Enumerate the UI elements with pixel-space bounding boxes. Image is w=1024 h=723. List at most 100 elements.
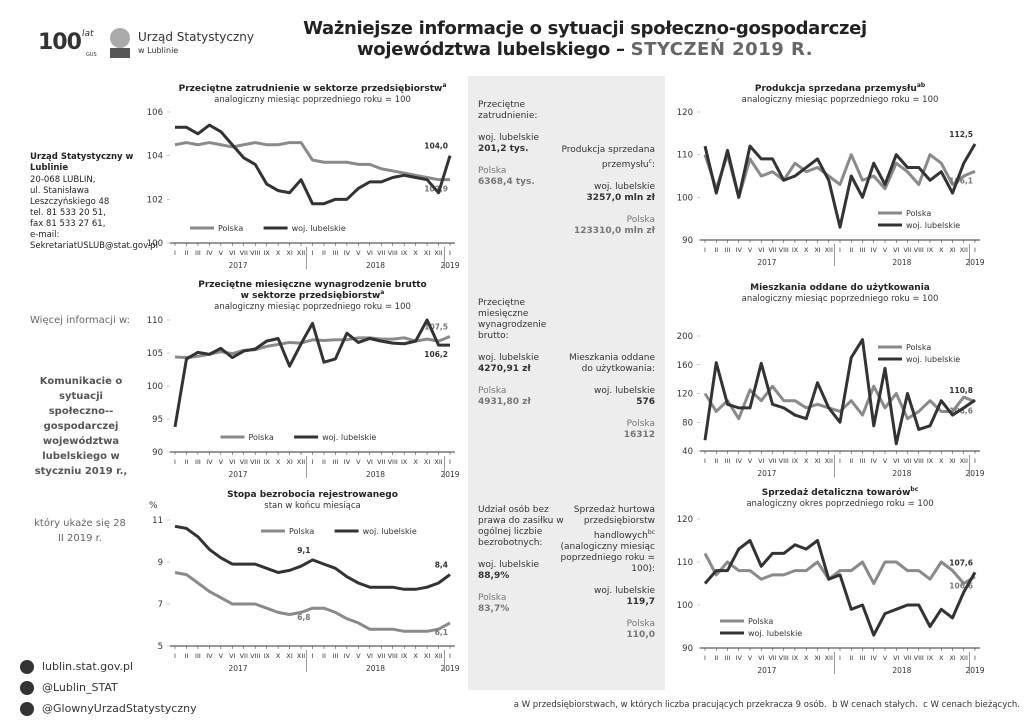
x-tick-label: VIII [388, 458, 398, 466]
year-label: 2017 [757, 258, 776, 267]
x-tick-label: VI [893, 457, 899, 465]
x-tick-label: VIII [914, 457, 924, 465]
x-tick-label: XI [814, 654, 820, 662]
x-tick-label: XII [825, 654, 833, 662]
stat-label-text: Udział osób bez prawa do zasiłku w ogóln… [478, 505, 564, 548]
y-tick-label: 5 [158, 642, 163, 652]
chart-subtitle: analogiczny miesiąc poprzedniego roku = … [742, 294, 939, 304]
x-tick-label: XII [434, 652, 442, 660]
x-tick-label: VII [768, 246, 776, 254]
x-tick-label: VII [377, 458, 385, 466]
link[interactable]: @GlownyUrzadStatystyczny [42, 702, 197, 715]
stat-country: Polska [478, 386, 507, 396]
address-line: tel. 81 533 20 51, [30, 208, 106, 218]
logo-icon [110, 28, 130, 58]
x-tick-label: I [839, 246, 841, 254]
y-tick-label: 90 [682, 644, 693, 654]
x-tick-label: VII [903, 457, 911, 465]
x-tick-label: VII [768, 654, 776, 662]
x-tick-label: III [725, 457, 731, 465]
title-period: STYCZEŃ 2019 R. [630, 39, 814, 60]
legend-label: Polska [218, 224, 243, 233]
series-line [174, 141, 450, 182]
office-line2: w Lublinie [138, 46, 179, 55]
stat-label: Przeciętne zatrudnienie: [478, 100, 573, 122]
x-tick-label: VI [893, 246, 899, 254]
x-tick-label: X [276, 249, 281, 257]
series-line [703, 384, 976, 421]
stat-block: Sprzedaż hurtowa przedsiębiorstw handlow… [560, 505, 656, 641]
x-tick-label: I [449, 458, 451, 466]
x-tick-label: XII [297, 249, 305, 257]
y-tick-label: 100 [677, 193, 693, 203]
stat-country-value: 110,0 [626, 630, 655, 640]
x-tick-label: V [883, 654, 888, 662]
x-tick-label: III [860, 246, 866, 254]
x-tick-label: VIII [250, 249, 260, 257]
year-label: 2018 [366, 664, 385, 673]
x-tick-label: XII [960, 654, 968, 662]
x-tick-label: V [883, 457, 888, 465]
x-tick-label: IX [927, 654, 934, 662]
x-tick-label: VIII [250, 652, 260, 660]
legend-label: Polska [906, 209, 931, 218]
legend-label: woj. lubelskie [363, 527, 417, 536]
x-tick-label: XII [434, 249, 442, 257]
address-line: 20-068 LUBLIN, [30, 175, 96, 185]
x-tick-label: V [219, 249, 224, 257]
x-tick-label: VI [758, 246, 764, 254]
series-line [174, 571, 451, 633]
year-label: 2019 [965, 469, 984, 478]
x-tick-label: VIII [779, 246, 789, 254]
title-note: bc [910, 486, 918, 493]
stat-block: Przeciętne miesięczne wynagrodzenie brut… [478, 298, 573, 408]
y-tick-label: 100 [677, 601, 693, 611]
x-tick-label: II [714, 457, 718, 465]
y-tick-label: 104 [147, 152, 163, 162]
year-label: 2018 [892, 469, 911, 478]
title-note: a [442, 82, 446, 89]
x-tick-label: VI [758, 654, 764, 662]
x-tick-label: VI [367, 249, 373, 257]
stat-label-text: Przeciętne miesięczne wynagrodzenie brut… [478, 298, 547, 341]
publication: Komunikacie o sytuacji społeczno--gospod… [34, 376, 128, 477]
stat-block: Produkcja sprzedana przemysłuc: woj. lube… [560, 145, 655, 237]
legend-label: woj. lubelskie [906, 355, 960, 364]
x-tick-label: I [704, 457, 706, 465]
x-tick-label: IX [792, 654, 799, 662]
x-tick-label: VI [229, 458, 235, 466]
x-tick-label: I [704, 654, 706, 662]
link[interactable]: lublin.stat.gov.pl [42, 660, 134, 673]
series-line [174, 335, 451, 360]
series-line [703, 552, 976, 585]
x-tick-label: X [276, 458, 281, 466]
value-label: 104,0 [424, 142, 448, 151]
chart-subtitle: analogiczny miesiąc poprzedniego roku = … [214, 302, 411, 312]
x-tick-label: I [174, 458, 176, 466]
x-tick-label: III [725, 246, 731, 254]
address-line: SekretariatUSLUB@stat.gov.pl [30, 241, 158, 251]
chart-subtitle: stan w końcu miesiąca [264, 501, 360, 511]
x-tick-label: XII [960, 246, 968, 254]
chart-title: Przeciętne miesięczne wynagrodzenie brut… [198, 280, 427, 290]
chart-title: Stopa bezrobocia rejestrowanego [227, 490, 398, 500]
value-label: 107,5 [424, 323, 448, 332]
x-tick-label: III [195, 249, 201, 257]
stat-region-value: 3257,0 mln zł [586, 193, 655, 203]
x-tick-label: VII [903, 246, 911, 254]
stat-region: woj. lubelskie [478, 133, 539, 143]
value-label: 9,1 [297, 546, 310, 555]
footer-links: lublin.stat.gov.pl @Lublin_STAT @GlownyU… [20, 656, 197, 719]
title-note: a [380, 289, 384, 296]
x-tick-label: V [748, 457, 753, 465]
x-tick-label: V [219, 458, 224, 466]
x-tick-label: IX [263, 652, 270, 660]
stat-country: Polska [626, 215, 655, 225]
x-tick-label: VII [240, 652, 248, 660]
x-tick-label: XI [424, 249, 430, 257]
x-tick-label: XII [297, 458, 305, 466]
x-tick-label: I [974, 246, 976, 254]
link[interactable]: @Lublin_STAT [42, 681, 118, 694]
chart-subtitle: analogiczny miesiąc poprzedniego roku = … [214, 95, 411, 105]
